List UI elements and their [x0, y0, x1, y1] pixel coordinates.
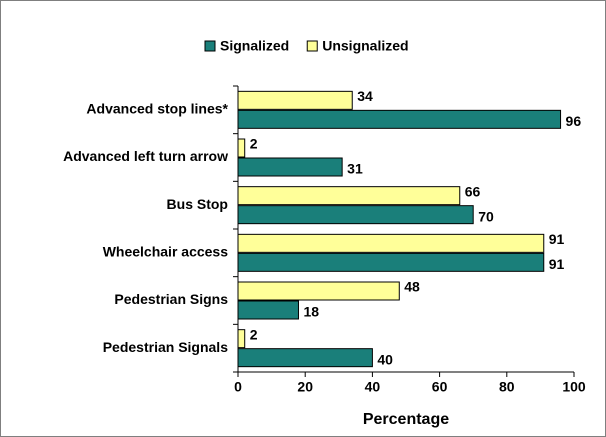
bar	[237, 300, 299, 320]
data-label: 2	[250, 136, 258, 152]
x-tick-label: 40	[365, 379, 381, 395]
data-label: 2	[250, 326, 258, 342]
x-axis-title: Percentage	[363, 411, 449, 428]
y-tick-label: Bus Stop	[167, 196, 228, 212]
y-tick-label: Advanced stop lines*	[86, 101, 228, 117]
x-tick-label: 100	[562, 379, 586, 395]
bar	[237, 281, 400, 301]
x-tick-label: 0	[234, 379, 242, 395]
data-label: 34	[357, 88, 373, 104]
data-label: 31	[347, 161, 363, 177]
y-tick-label: Pedestrian Signs	[114, 291, 228, 307]
y-tick-label: Wheelchair access	[103, 244, 229, 260]
bar	[237, 329, 246, 349]
data-label: 18	[303, 304, 319, 320]
y-tick-label: Advanced left turn arrow	[63, 148, 228, 164]
x-tick-label: 80	[499, 379, 515, 395]
bar	[237, 138, 246, 158]
data-label: 40	[377, 351, 393, 367]
bar	[237, 233, 545, 253]
data-label: 70	[478, 208, 494, 224]
x-tick-label: 20	[297, 379, 313, 395]
bar	[237, 109, 562, 129]
bar	[237, 205, 474, 225]
y-tick-label: Pedestrian Signals	[103, 339, 228, 355]
bar	[237, 157, 343, 177]
bar	[237, 252, 545, 272]
data-label: 96	[566, 113, 582, 129]
bar	[237, 90, 353, 110]
data-label: 91	[549, 256, 565, 272]
legend-label: Signalized	[220, 38, 289, 54]
legend-swatch	[306, 40, 318, 52]
legend-label: Unsignalized	[322, 38, 408, 54]
legend-swatch	[204, 40, 216, 52]
data-label: 91	[549, 231, 565, 247]
data-label: 48	[404, 279, 420, 295]
x-tick-label: 60	[432, 379, 448, 395]
data-label: 66	[465, 183, 481, 199]
bar	[237, 186, 461, 206]
bar	[237, 348, 373, 368]
